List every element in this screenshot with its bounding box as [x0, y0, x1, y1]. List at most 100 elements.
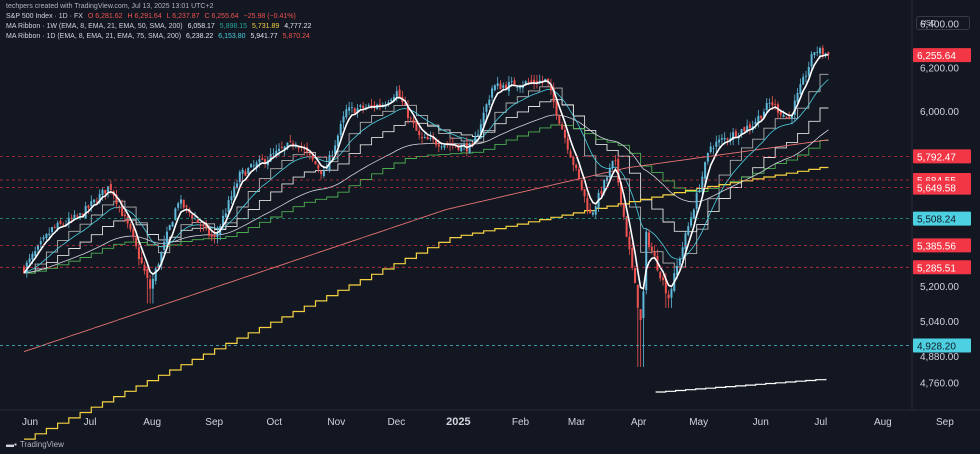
candle-body — [292, 143, 295, 147]
x-tick-label: Oct — [266, 417, 282, 428]
candle-body — [179, 199, 182, 204]
candle-body — [664, 278, 667, 294]
ribbon-daily-legend[interactable]: MA Ribbon · 1D (EMA, 8, EMA, 21, EMA, 75… — [6, 32, 313, 41]
candle-body — [149, 279, 152, 289]
candle-body — [591, 212, 594, 215]
candle-body — [561, 124, 564, 130]
candle-body — [799, 84, 802, 95]
candle-body — [614, 160, 617, 161]
candle-body — [746, 125, 749, 132]
candle-body — [196, 219, 199, 223]
candle-body — [378, 104, 381, 107]
candle-body — [429, 137, 432, 139]
candle-body — [605, 177, 608, 181]
candle-body — [421, 136, 424, 139]
level-tag-bg — [913, 238, 971, 253]
candle-body — [544, 78, 547, 81]
candle-body — [715, 141, 718, 147]
x-tick-label: May — [689, 417, 708, 428]
candle-body — [628, 236, 631, 250]
candle-body — [129, 223, 132, 230]
level-label: 5,792.47 — [917, 152, 956, 163]
candle-body — [440, 146, 443, 148]
candle-body — [230, 196, 233, 201]
candle-body — [98, 193, 101, 203]
candle-body — [757, 115, 760, 123]
candle-body — [325, 168, 328, 170]
ribbon-weekly-v4: 4,777.22 — [284, 23, 312, 30]
candle-body — [690, 217, 693, 226]
level-label: 5,285.51 — [917, 263, 956, 274]
ribbon-weekly-legend[interactable]: MA Ribbon · 1W (EMA, 8, EMA, 21, EMA, 50… — [6, 22, 314, 31]
candle-body — [771, 102, 774, 106]
x-tick-label: Jun — [22, 417, 38, 428]
x-tick-label: Sep — [205, 417, 223, 428]
candle-body — [135, 237, 138, 247]
candle-body — [126, 216, 129, 224]
daily-sma200-line — [23, 139, 829, 353]
candle-body — [684, 233, 687, 250]
candle-body — [620, 182, 623, 204]
candle-body — [709, 146, 712, 152]
candle-body — [513, 80, 516, 87]
symbol-name[interactable]: S&P 500 Index · 1D · FX — [6, 13, 83, 20]
candle-body — [617, 158, 620, 183]
candle-body — [23, 266, 26, 273]
candle-body — [678, 258, 681, 266]
candle-body — [289, 141, 292, 142]
candle-body — [409, 117, 412, 119]
candle-body — [816, 51, 819, 53]
candle-body — [732, 132, 735, 141]
candle-body — [31, 253, 34, 260]
candle-body — [177, 203, 180, 208]
currency-selector[interactable]: USD — [916, 16, 970, 30]
candle-body — [350, 107, 353, 109]
candle-body — [224, 213, 227, 218]
chart-credit: techpers created with TradingView.com, J… — [6, 3, 214, 10]
ribbon-weekly-v2: 5,898.15 — [219, 23, 248, 30]
candle-body — [762, 111, 765, 118]
candle-body — [479, 124, 482, 135]
candle-body — [642, 291, 645, 319]
candle-body — [468, 143, 471, 154]
y-tick-label: 4,880.00 — [920, 352, 959, 363]
candle-body — [236, 183, 239, 188]
candle-body — [370, 104, 373, 106]
candle-body — [639, 309, 642, 321]
candle-body — [754, 121, 757, 125]
candle-body — [743, 127, 746, 132]
candle-body — [488, 99, 491, 105]
x-tick-label: Aug — [143, 417, 161, 428]
x-tick-label: Aug — [874, 417, 892, 428]
candle-body — [34, 251, 37, 256]
candle-body — [404, 103, 407, 105]
daily-ema75-line — [23, 114, 829, 274]
candle-body — [482, 112, 485, 126]
candle-body — [109, 184, 112, 190]
candle-body — [569, 151, 572, 158]
candle-body — [171, 221, 174, 227]
y-tick-label: 5,040.00 — [920, 317, 959, 328]
candle-body — [499, 83, 502, 90]
candle-body — [650, 246, 653, 251]
candle-body — [603, 179, 606, 193]
candle-body — [790, 115, 793, 119]
candle-body — [73, 214, 76, 220]
candle-body — [348, 107, 351, 111]
candle-body — [552, 88, 555, 103]
candle-body — [426, 136, 429, 140]
candle-body — [398, 89, 401, 98]
candle-body — [443, 145, 446, 148]
ribbon-daily-v1: 6,238.22 — [186, 33, 214, 40]
candle-body — [244, 171, 247, 176]
candle-body — [704, 162, 707, 179]
candle-body — [395, 91, 398, 97]
candle-body — [53, 227, 56, 228]
candle-body — [493, 85, 496, 91]
candle-body — [387, 102, 390, 104]
candle-body — [392, 96, 395, 101]
candle-body — [154, 268, 157, 281]
candle-body — [168, 224, 171, 230]
candle-body — [583, 189, 586, 197]
